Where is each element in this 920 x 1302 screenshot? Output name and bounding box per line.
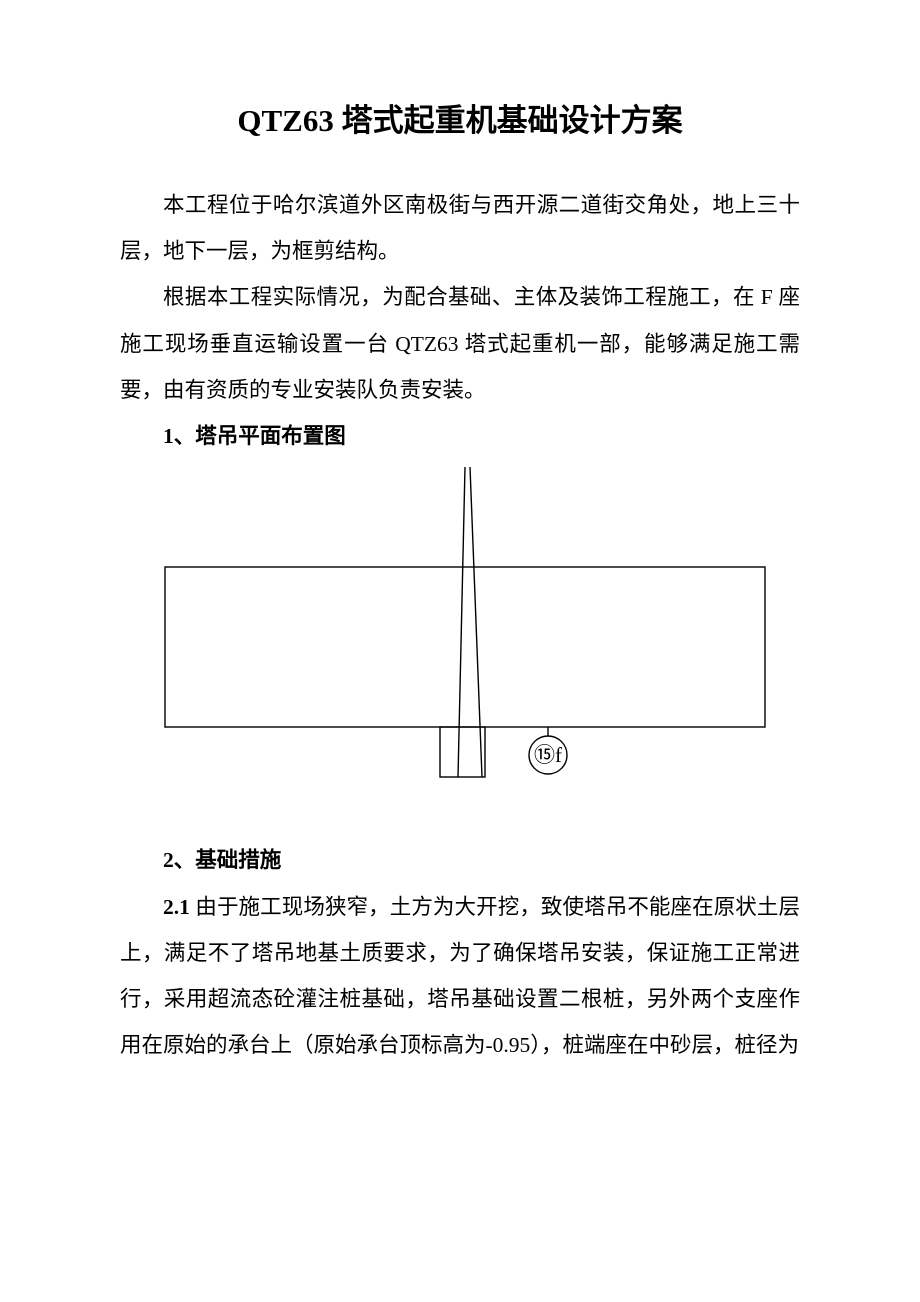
paragraph-intro-1: 本工程位于哈尔滨道外区南极街与西开源二道街交角处，地上三十层，地下一层，为框剪结…	[120, 182, 800, 274]
heading-1: 1、塔吊平面布置图	[120, 413, 800, 459]
plan-layout-diagram: ⑮f	[120, 467, 800, 817]
svg-text:⑮f: ⑮f	[534, 743, 562, 767]
paragraph-intro-2: 根据本工程实际情况，为配合基础、主体及装饰工程施工，在 F 座施工现场垂直运输设…	[120, 274, 800, 413]
section-2-1-body: 由于施工现场狭窄，土方为大开挖，致使塔吊不能座在原状土层上，满足不了塔吊地基土质…	[120, 895, 800, 1058]
page-title: QTZ63 塔式起重机基础设计方案	[120, 95, 800, 140]
section-2-1-number: 2.1	[163, 895, 195, 919]
section-2-1: 2.1 由于施工现场狭窄，土方为大开挖，致使塔吊不能座在原状土层上，满足不了塔吊…	[120, 884, 800, 1069]
heading-2: 2、基础措施	[120, 837, 800, 883]
